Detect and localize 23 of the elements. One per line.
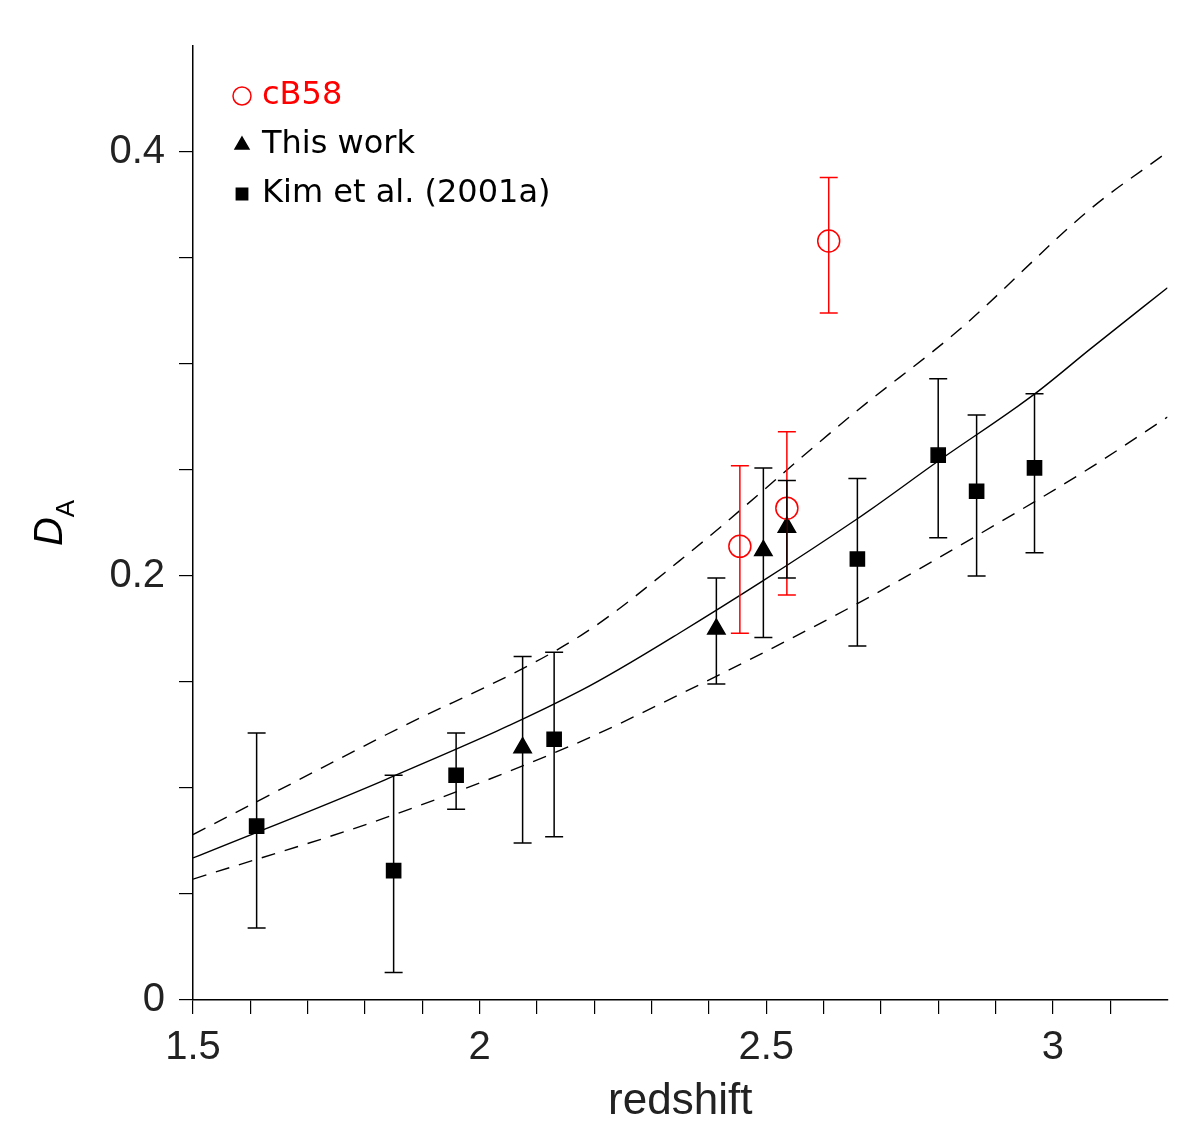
y-tick-label: 0 [142, 975, 165, 1020]
y-tick-label: 0.4 [109, 127, 165, 172]
point [385, 862, 402, 879]
point [248, 818, 265, 834]
point [849, 551, 866, 567]
x-tick-label: 3 [1041, 1023, 1064, 1068]
point [775, 496, 799, 520]
point [728, 534, 752, 559]
point [448, 767, 464, 784]
point [816, 229, 841, 253]
point [930, 447, 947, 463]
y-axis-title: DA [26, 499, 80, 547]
legend-label: This work [261, 123, 416, 162]
point [546, 731, 562, 748]
legend-label: cB58 [262, 74, 343, 113]
x-axis-title: redshift [608, 1073, 753, 1123]
y-tick-label: 0.2 [109, 551, 165, 596]
point [1026, 460, 1043, 476]
x-tick-label: 2 [468, 1023, 491, 1068]
point [968, 483, 985, 500]
x-tick-label: 1.5 [165, 1023, 221, 1068]
legend-label: Kim et al. (2001a) [262, 172, 551, 211]
x-tick-label: 2.5 [738, 1023, 795, 1068]
